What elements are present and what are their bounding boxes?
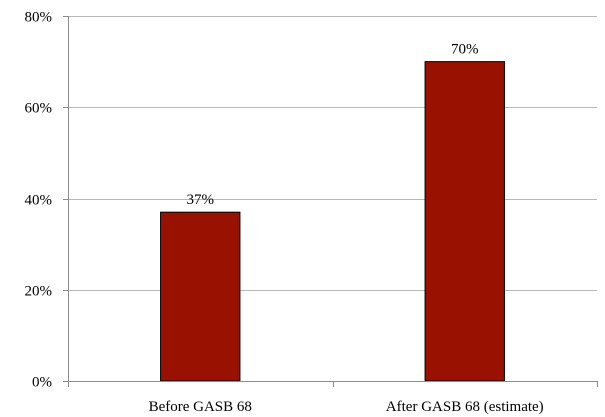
category-label: After GASB 68 (estimate) bbox=[386, 399, 544, 415]
y-tick-label: 60% bbox=[25, 101, 53, 117]
bar bbox=[424, 61, 505, 382]
bar-value-label: 70% bbox=[451, 42, 479, 58]
axes bbox=[63, 16, 598, 387]
gridlines bbox=[68, 16, 597, 291]
x-axis-category-labels: Before GASB 68 After GASB 68 (estimate) bbox=[149, 399, 544, 415]
bars bbox=[160, 61, 505, 382]
bar-value-label: 37% bbox=[187, 192, 215, 208]
bar bbox=[160, 211, 241, 382]
bar-value-labels: 37% 70% bbox=[187, 42, 479, 209]
category-label: Before GASB 68 bbox=[149, 399, 252, 415]
y-tick-label: 80% bbox=[25, 10, 53, 26]
y-tick-label: 20% bbox=[25, 284, 53, 300]
y-tick-label: 0% bbox=[32, 375, 52, 391]
y-axis-tick-labels: 0% 20% 40% 60% 80% bbox=[25, 10, 53, 391]
y-tick-label: 40% bbox=[25, 193, 53, 209]
